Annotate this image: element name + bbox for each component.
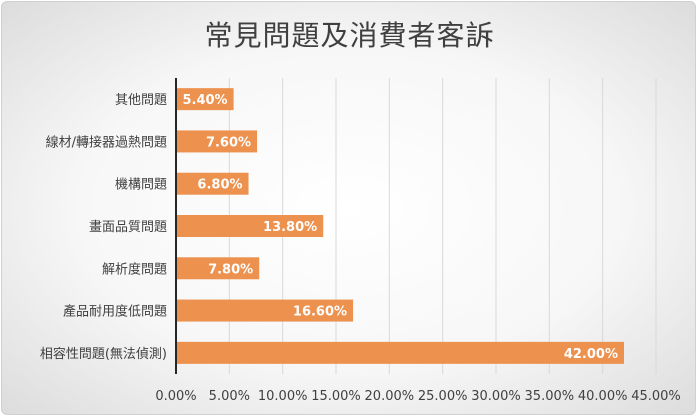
data-label: 7.80%: [208, 262, 253, 277]
bar: [176, 88, 234, 111]
x-tick-label: 45.00%: [631, 389, 681, 404]
x-tick-label: 15.00%: [311, 389, 361, 404]
category-label: 畫面品質問題: [89, 220, 167, 235]
category-label: 其他問題: [115, 93, 167, 108]
data-label: 5.40%: [182, 93, 227, 108]
x-tick-label: 30.00%: [471, 389, 521, 404]
chart-title: 常見問題及消費者客訴: [204, 19, 495, 52]
bar: [176, 257, 260, 280]
category-label: 線材/轉接器過熱問題: [46, 134, 167, 150]
data-label: 16.60%: [293, 305, 347, 320]
data-label: 42.00%: [564, 347, 618, 362]
x-tick-label: 40.00%: [578, 389, 628, 404]
x-tick-label: 25.00%: [418, 389, 468, 404]
x-tick-label: 35.00%: [525, 389, 575, 404]
x-tick-label: 5.00%: [209, 389, 250, 404]
x-tick-label: 20.00%: [365, 389, 415, 404]
bar: [176, 299, 354, 322]
data-label: 7.60%: [206, 135, 251, 150]
category-label: 產品耐用度低問題: [63, 304, 167, 320]
category-label: 相容性問題(無法偵測): [40, 346, 167, 362]
category-label: 機構問題: [115, 178, 167, 193]
bar: [176, 215, 324, 237]
bar: [176, 341, 624, 364]
bar: [176, 130, 258, 153]
category-label: 解析度問題: [102, 261, 167, 277]
data-label: 6.80%: [197, 178, 242, 193]
x-tick-label: 10.00%: [258, 389, 308, 404]
x-tick-label: 0.00%: [155, 389, 196, 404]
data-label: 13.80%: [263, 220, 317, 235]
bar: [176, 172, 249, 195]
